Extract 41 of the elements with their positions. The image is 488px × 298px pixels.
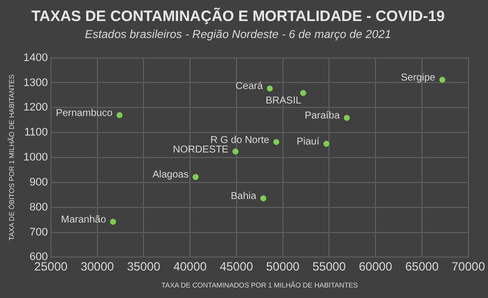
point xyxy=(300,90,306,96)
y-tick-label: 1000 xyxy=(23,152,48,164)
annotation: R G do Norte xyxy=(210,134,270,146)
point xyxy=(192,174,199,180)
point xyxy=(116,112,123,118)
annotation: NORDESTE xyxy=(172,144,229,156)
annotation: Ceará xyxy=(236,81,264,92)
annotation: Bahia xyxy=(230,191,257,202)
y-tick-label: 1400 xyxy=(23,52,48,64)
y-tick-label: 700 xyxy=(30,226,48,238)
x-tick-label: 30000 xyxy=(80,260,114,274)
x-tick-label: 70000 xyxy=(452,260,486,274)
x-tick-label: 40000 xyxy=(173,260,208,274)
x-tick-label: 55000 xyxy=(312,260,346,274)
annotation: Paraíba xyxy=(304,110,340,122)
point xyxy=(266,85,273,92)
chart-title: TAXAS DE CONTAMINAÇÃO E MORTALIDADE - COVID-19 xyxy=(31,7,445,26)
y-tick-label: 1200 xyxy=(23,102,48,114)
x-tick-label: 35000 xyxy=(126,260,161,274)
point xyxy=(110,218,116,225)
x-tick-label: 45000 xyxy=(220,260,254,274)
y-tick-label: 800 xyxy=(30,201,48,214)
point xyxy=(260,195,266,202)
point xyxy=(323,140,330,147)
annotation: Sergipe xyxy=(400,72,436,84)
y-tick-label: 1100 xyxy=(24,126,48,139)
x-tick-label: 60000 xyxy=(358,260,393,274)
y-tick-label: 900 xyxy=(30,176,48,188)
x-tick-label: 65000 xyxy=(405,260,439,274)
annotation: BRASIL xyxy=(266,96,302,107)
point xyxy=(344,114,350,121)
point xyxy=(439,76,446,83)
point xyxy=(232,148,238,155)
annotation: Maranhão xyxy=(60,214,106,226)
y-tick-label: 1300 xyxy=(23,76,48,89)
point xyxy=(273,139,280,146)
annotation: Alagoas xyxy=(152,170,189,181)
annotation: Pernambuco xyxy=(56,108,113,119)
chart-subtitle: Estados brasileiros - Região Nordeste - 6 de março de 2021 xyxy=(84,29,392,42)
annotation: Piauí xyxy=(296,136,320,148)
x-tick-label: 50000 xyxy=(266,260,300,274)
